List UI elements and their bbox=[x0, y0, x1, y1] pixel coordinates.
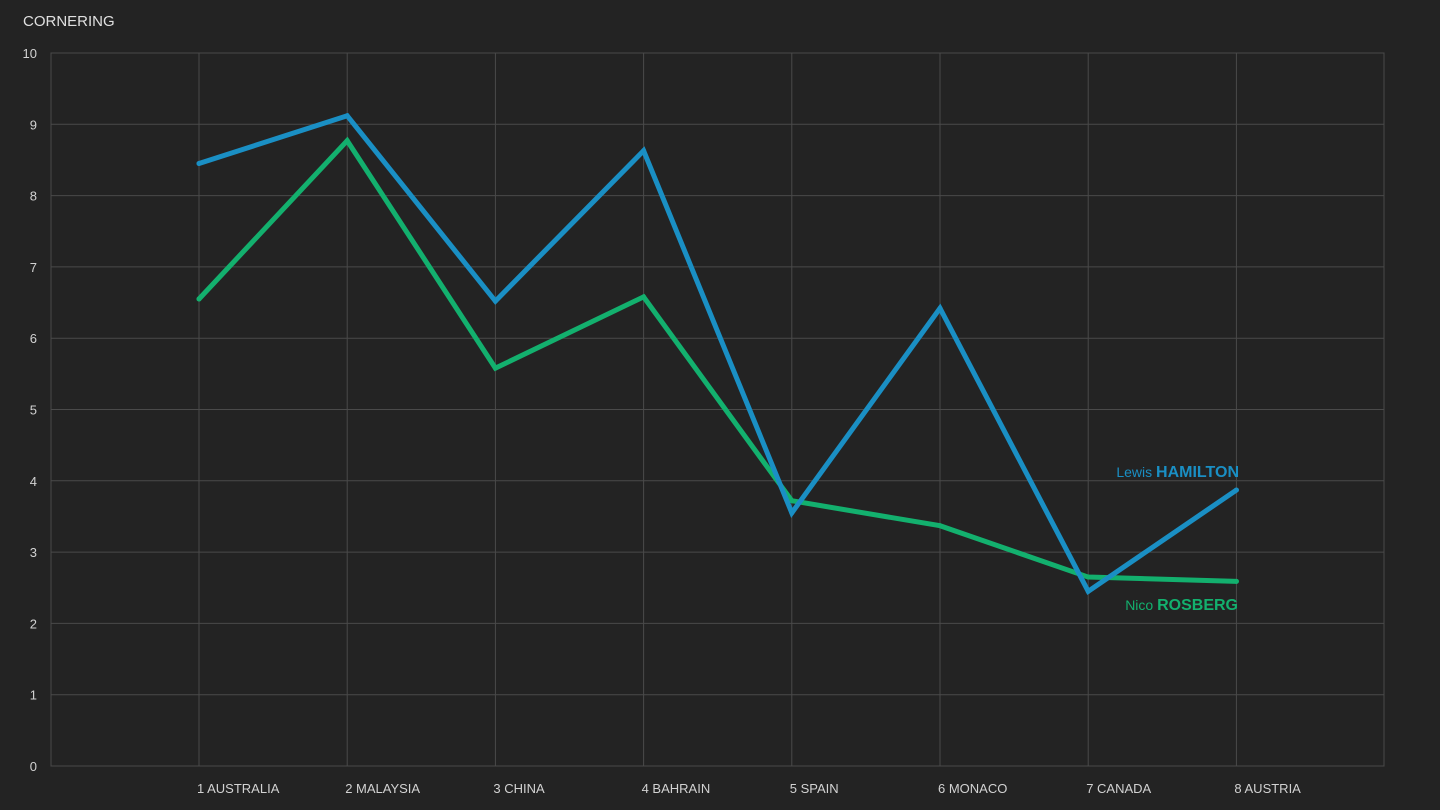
data-point bbox=[1085, 588, 1091, 594]
x-tick-label: 7 CANADA bbox=[1086, 781, 1151, 796]
x-tick-label: 3 CHINA bbox=[493, 781, 545, 796]
data-point bbox=[789, 498, 795, 504]
series-line-hamilton bbox=[196, 112, 1239, 595]
x-tick-label: 1 AUSTRALIA bbox=[197, 781, 280, 796]
x-tick-label: 4 BAHRAIN bbox=[642, 781, 711, 796]
series-last-name: ROSBERG bbox=[1157, 597, 1238, 614]
series-label-hamilton: Lewis HAMILTON bbox=[1116, 464, 1239, 481]
data-point bbox=[1085, 574, 1091, 580]
series-label-rosberg: Nico ROSBERG bbox=[1125, 597, 1238, 614]
y-tick-label: 4 bbox=[30, 474, 37, 489]
y-tick-label: 1 bbox=[30, 688, 37, 703]
data-point bbox=[937, 523, 943, 529]
x-tick-label: 5 SPAIN bbox=[790, 781, 839, 796]
x-tick-label: 2 MALAYSIA bbox=[345, 781, 420, 796]
data-point bbox=[344, 113, 350, 119]
y-tick-label: 2 bbox=[30, 616, 37, 631]
series-first-name: Nico bbox=[1125, 597, 1157, 613]
y-tick-label: 8 bbox=[30, 189, 37, 204]
x-tick-label: 8 AUSTRIA bbox=[1234, 781, 1301, 796]
y-tick-label: 6 bbox=[30, 331, 37, 346]
y-tick-label: 5 bbox=[30, 403, 37, 418]
data-point bbox=[1233, 578, 1239, 584]
data-point bbox=[641, 294, 647, 300]
data-point bbox=[641, 148, 647, 154]
y-tick-label: 0 bbox=[30, 759, 37, 774]
series-labels: Lewis HAMILTON Nico ROSBERG bbox=[1116, 464, 1239, 614]
data-point bbox=[492, 365, 498, 371]
y-tick-label: 10 bbox=[23, 46, 37, 61]
y-tick-label: 7 bbox=[30, 260, 37, 275]
series-line-rosberg bbox=[196, 136, 1239, 584]
data-point bbox=[937, 305, 943, 311]
series-lines bbox=[196, 112, 1239, 595]
y-tick-label: 3 bbox=[30, 545, 37, 560]
data-point bbox=[196, 161, 202, 167]
y-tick-label: 9 bbox=[30, 117, 37, 132]
data-point bbox=[344, 138, 350, 144]
axes: 0 1 2 3 4 5 6 7 8 9 10 1 AUSTRALIA 2 MALAYSIA 3 CHINA… bbox=[23, 46, 1302, 796]
grid bbox=[50, 52, 1385, 767]
data-point bbox=[492, 298, 498, 304]
data-point bbox=[196, 296, 202, 302]
series-last-name: HAMILTON bbox=[1156, 464, 1239, 481]
data-point bbox=[1233, 487, 1239, 493]
chart-title: CORNERING bbox=[23, 13, 115, 30]
x-tick-label: 6 MONACO bbox=[938, 781, 1007, 796]
data-point bbox=[789, 510, 795, 516]
series-first-name: Lewis bbox=[1116, 464, 1156, 480]
